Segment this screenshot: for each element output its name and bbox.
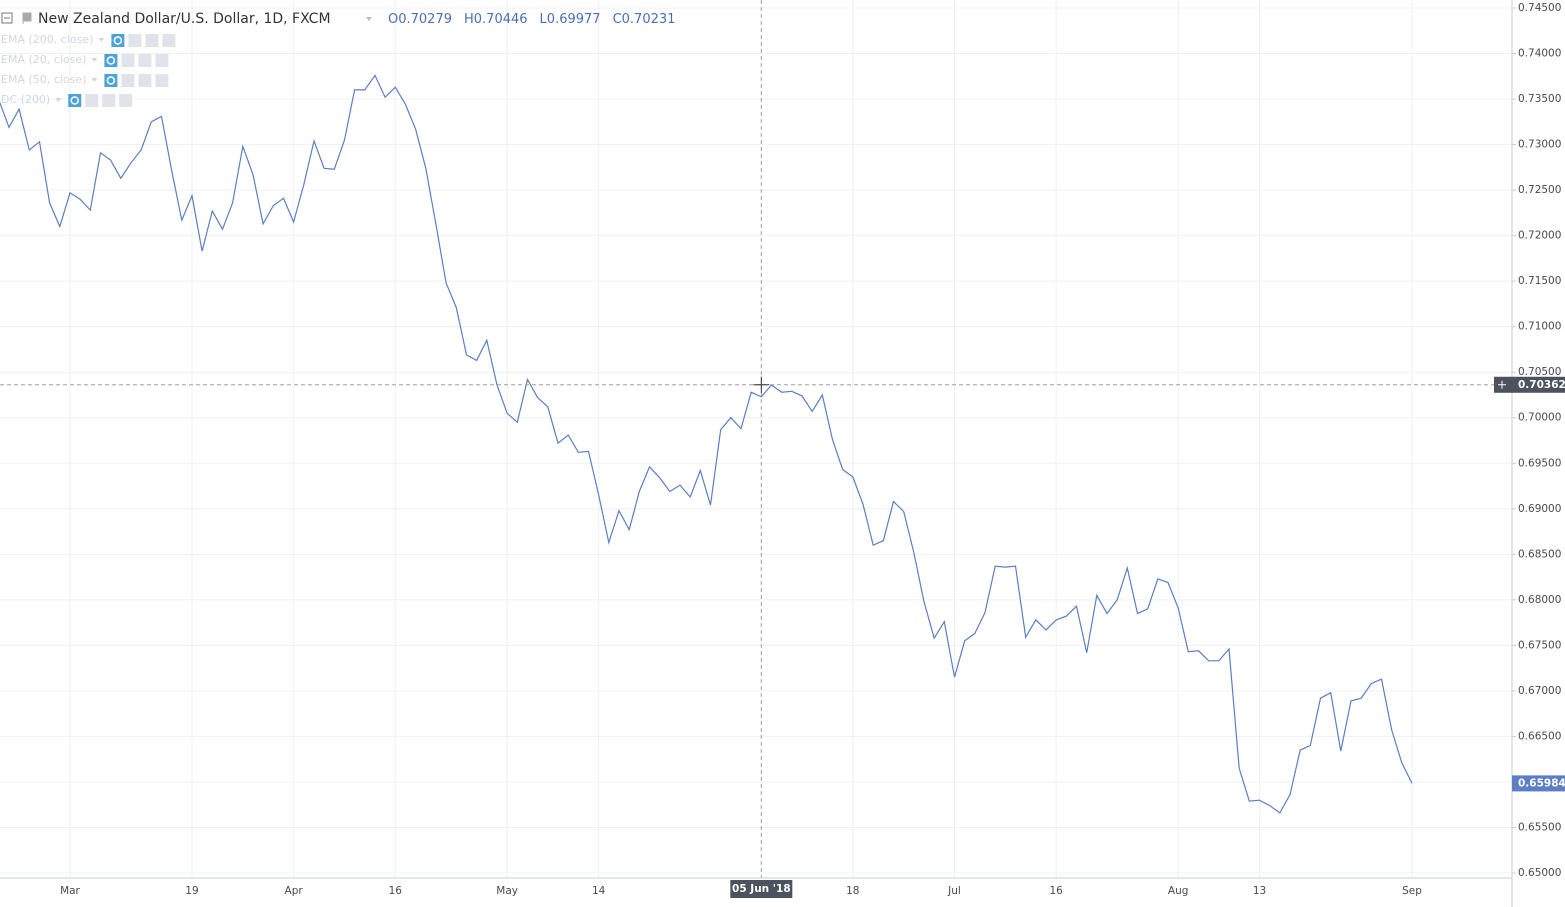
x-tick-label: 16 (389, 885, 403, 897)
x-tick-label: 16 (1049, 885, 1063, 897)
last-price-box (1512, 775, 1565, 792)
y-tick-label: 0.73000 (1518, 139, 1561, 151)
indicator-button[interactable] (104, 74, 118, 87)
x-tick-label: 18 (846, 885, 859, 897)
flag-icon[interactable] (22, 12, 32, 24)
x-tick-label: Jul (947, 885, 961, 897)
indicator-button[interactable] (121, 54, 135, 67)
x-tick-label: Sep (1402, 885, 1422, 897)
y-tick-label: 0.72500 (1518, 184, 1561, 196)
x-tick-label: Apr (285, 885, 304, 897)
eye-icon (106, 76, 116, 85)
x-tick-label: May (496, 885, 518, 897)
dropdown-arrow (55, 98, 62, 102)
y-tick-label: 0.73500 (1518, 93, 1561, 105)
y-tick-label: 0.68500 (1518, 548, 1561, 560)
ohlc-value: 0.70279 (398, 12, 452, 27)
indicator-button[interactable] (145, 34, 159, 47)
indicator-button[interactable] (85, 94, 99, 107)
y-tick-label: 0.71500 (1518, 275, 1561, 287)
plus-icon (1498, 380, 1506, 389)
dropdown-arrow (98, 38, 105, 42)
crosshair-date-box (730, 880, 793, 898)
cursor (753, 376, 770, 393)
indicator-list: EMA (200, close) EMA (20, close) EMA (50… (1, 33, 176, 107)
ohlc-legend: O0.70279 H0.70446 L0.69977 C0.70231 (388, 12, 675, 27)
y-tick-label: 0.66500 (1518, 730, 1561, 742)
ohlc-label: C (613, 12, 622, 27)
ohlc-value: 0.70446 (474, 12, 528, 27)
chart-title: New Zealand Dollar/U.S. Dollar, 1D, FXCM (38, 11, 331, 27)
indicator-button[interactable] (162, 34, 176, 47)
indicator-button[interactable] (121, 74, 135, 87)
ohlc-value: 0.69977 (547, 12, 601, 27)
indicator-button[interactable] (68, 94, 82, 107)
y-tick-label: 0.69500 (1518, 457, 1561, 469)
y-tick-label: 0.70000 (1518, 412, 1561, 424)
ohlc-label: H (464, 12, 474, 27)
indicator-label[interactable]: EMA (200, close) (1, 33, 93, 46)
indicator-button[interactable] (155, 74, 169, 87)
last-price-label: 0.65984 (1518, 777, 1565, 789)
y-tick-label: 0.74500 (1518, 2, 1561, 14)
crosshair-price-label: 0.70362 (1518, 379, 1565, 391)
y-tick-label: 0.65000 (1518, 867, 1561, 879)
indicator-label[interactable]: EMA (20, close) (1, 53, 86, 66)
dropdown-arrow (91, 78, 98, 82)
eye-icon (113, 36, 123, 45)
y-tick-label: 0.67500 (1518, 639, 1561, 651)
indicator-button[interactable] (119, 94, 133, 107)
indicator-button[interactable] (138, 74, 152, 87)
y-tick-label: 0.74000 (1518, 48, 1561, 60)
dropdown-arrow (91, 58, 98, 62)
y-tick-label: 0.65500 (1518, 821, 1561, 833)
collapse-button[interactable] (1, 12, 13, 24)
eye-icon (106, 56, 116, 65)
y-tick-label: 0.72000 (1518, 230, 1561, 242)
indicator-button[interactable] (138, 54, 152, 67)
x-tick-label: 19 (185, 885, 198, 897)
x-tick-label: 13 (1253, 885, 1266, 897)
y-tick-label: 0.69000 (1518, 503, 1561, 515)
crosshair-date-label: 05 Jun '18 (732, 883, 791, 895)
plot (0, 0, 1512, 878)
y-tick-label: 0.70500 (1518, 366, 1561, 378)
crosshair-price-box (1494, 376, 1565, 393)
indicator-button[interactable] (155, 54, 169, 67)
grid (0, 0, 1512, 878)
indicator-button[interactable] (128, 34, 142, 47)
ohlc-value: 0.70231 (622, 12, 676, 27)
ohlc-label: L (540, 12, 548, 27)
indicator-button[interactable] (111, 34, 125, 47)
indicator-button[interactable] (104, 54, 118, 67)
axes: 0.74500 0.74000 0.73500 0.73000 0.72500 0.720… (60, 2, 1565, 898)
x-tick-label: Aug (1168, 885, 1189, 897)
price-line (0, 74, 1413, 814)
x-tick-label: Mar (60, 885, 80, 897)
y-tick-label: 0.67000 (1518, 685, 1561, 697)
x-tick-label: 14 (592, 885, 606, 897)
y-tick-label: 0.71000 (1518, 321, 1561, 333)
indicator-button[interactable] (102, 94, 116, 107)
y-tick-label: 0.68000 (1518, 594, 1561, 606)
indicator-label[interactable]: EMA (50, close) (1, 73, 86, 86)
indicator-label[interactable]: DC (200) (1, 93, 50, 106)
ohlc-label: O (388, 12, 398, 27)
dropdown-arrow[interactable] (366, 17, 372, 21)
eye-icon (70, 96, 79, 105)
